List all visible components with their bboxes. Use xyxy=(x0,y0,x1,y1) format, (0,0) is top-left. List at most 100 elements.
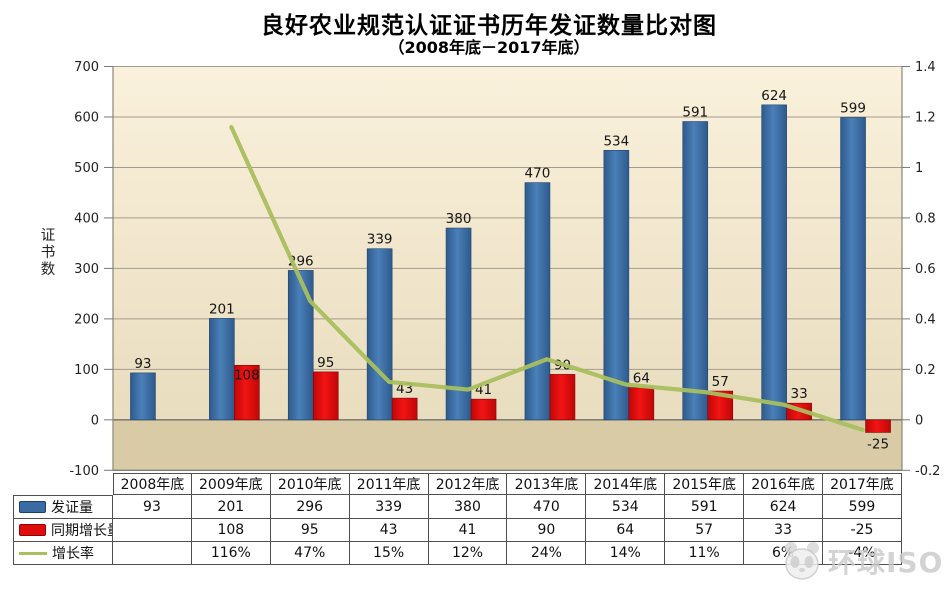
blue-bar xyxy=(603,149,630,421)
table-value-cell: 24% xyxy=(507,542,587,565)
left-axis-tick-label: 500 xyxy=(74,161,99,176)
left-axis-tick-label: 600 xyxy=(74,110,99,125)
bar-value-label: 108 xyxy=(234,367,260,383)
bar-value-label: -25 xyxy=(867,436,889,452)
line-green-swatch-icon xyxy=(19,551,47,555)
right-axis-tick-label: 0.2 xyxy=(915,363,936,378)
red-bar xyxy=(628,387,655,421)
table-year-header: 2009年底 xyxy=(191,473,271,495)
bar-value-label: 33 xyxy=(791,386,808,402)
legend-label: 同期增长量 xyxy=(51,523,112,539)
table-year-header: 2017年底 xyxy=(823,473,902,495)
table-year-header: 2011年底 xyxy=(349,473,429,495)
table-value-cell: 116% xyxy=(191,542,271,565)
legend-label: 发证量 xyxy=(51,500,93,516)
table-value-cell: 6% xyxy=(744,542,824,565)
table-corner-cell xyxy=(13,473,113,495)
right-axis-tick-label: 1 xyxy=(915,161,923,176)
legend-label: 增长率 xyxy=(52,546,94,562)
growth-rate-line xyxy=(229,124,865,433)
table-value-cell: 41 xyxy=(428,519,508,542)
right-axis-tick-label: 0.4 xyxy=(915,312,936,327)
table-value-cell: 11% xyxy=(665,542,745,565)
table-value-cell: 95 xyxy=(270,519,350,542)
table-value-cell: 624 xyxy=(744,495,824,519)
bar-value-label: 93 xyxy=(134,356,151,372)
blue-bar xyxy=(524,182,551,421)
right-axis-tick-label: 1.2 xyxy=(915,110,936,125)
table-value-cell: -4% xyxy=(823,542,902,565)
table-year-header: 2012年底 xyxy=(428,473,508,495)
table-value-cell: 380 xyxy=(428,495,508,519)
table-year-header: 2016年底 xyxy=(744,473,824,495)
legend-item: 发证量 xyxy=(13,495,113,519)
red-bar xyxy=(865,419,891,433)
bar-value-label: 339 xyxy=(367,232,393,248)
right-axis-tick-label: 0 xyxy=(915,413,923,428)
legend-item: 增长率 xyxy=(13,542,113,565)
table-value-cell: 470 xyxy=(507,495,587,519)
bar-value-label: 57 xyxy=(712,374,729,390)
blue-bar xyxy=(287,270,314,421)
blue-bar xyxy=(840,117,866,421)
table-value-cell: -25 xyxy=(823,519,902,542)
blue-bar xyxy=(366,248,393,421)
right-axis-tick-label: -0.2 xyxy=(915,464,940,479)
table-value-cell: 534 xyxy=(586,495,666,519)
bar-value-label: 201 xyxy=(209,301,235,317)
table-year-header: 2010年底 xyxy=(270,473,350,495)
table-year-header: 2008年底 xyxy=(113,473,192,495)
chart-subtitle: （2008年底－2017年底） xyxy=(388,38,590,57)
legend-item: 同期增长量 xyxy=(13,519,113,542)
left-axis-tick-label: 300 xyxy=(74,262,99,277)
blue-bar xyxy=(209,318,235,421)
left-axis-tick-label: -100 xyxy=(69,464,99,479)
blue-bar xyxy=(682,121,709,421)
table-year-header: 2013年底 xyxy=(507,473,587,495)
table-value-cell: 90 xyxy=(507,519,587,542)
table-value-cell: 599 xyxy=(823,495,902,519)
chart-title: 良好农业规范认证证书历年发证数量比对图 xyxy=(261,13,717,39)
table-value-cell: 12% xyxy=(428,542,508,565)
left-axis-tick-label: 700 xyxy=(74,60,99,75)
blue-bar xyxy=(130,372,156,421)
red-bar xyxy=(470,398,497,421)
table-value-cell: 43 xyxy=(349,519,429,542)
table-value-cell: 339 xyxy=(349,495,429,519)
table-value-cell: 57 xyxy=(665,519,745,542)
red-bar xyxy=(549,374,576,421)
red-bar xyxy=(391,397,418,421)
table-value-cell xyxy=(113,542,192,565)
table-value-cell: 64 xyxy=(586,519,666,542)
left-axis-tick-label: 100 xyxy=(74,363,99,378)
table-value-cell: 33 xyxy=(744,519,824,542)
bar-value-label: 64 xyxy=(633,371,650,387)
bar-blue-swatch-icon xyxy=(19,501,46,513)
right-axis-tick-label: 0.6 xyxy=(915,262,936,277)
left-axis-title: 证书数 xyxy=(41,227,56,278)
table-value-cell: 14% xyxy=(586,542,666,565)
plot-background-negative xyxy=(113,419,902,471)
bar-value-label: 470 xyxy=(525,166,551,182)
right-axis-tick-label: 0.8 xyxy=(915,211,936,226)
left-axis-tick-label: 200 xyxy=(74,312,99,327)
table-value-cell: 591 xyxy=(665,495,745,519)
table-value-cell: 47% xyxy=(270,542,350,565)
bar-red-swatch-icon xyxy=(19,524,46,536)
bar-value-label: 591 xyxy=(682,105,708,121)
table-year-header: 2014年底 xyxy=(586,473,666,495)
red-bar xyxy=(234,365,260,421)
bar-value-label: 599 xyxy=(840,100,866,116)
table-value-cell: 108 xyxy=(191,519,271,542)
red-bar xyxy=(312,371,339,421)
table-year-header: 2015年底 xyxy=(665,473,745,495)
bar-value-label: 624 xyxy=(761,88,787,104)
table-value-cell: 15% xyxy=(349,542,429,565)
bar-value-label: 534 xyxy=(603,133,629,149)
right-axis-tick-label: 1.4 xyxy=(915,60,936,75)
table-value-cell xyxy=(113,519,192,542)
bar-value-label: 380 xyxy=(446,211,472,227)
left-axis-tick-label: 400 xyxy=(74,211,99,226)
bar-value-label: 95 xyxy=(317,355,334,371)
